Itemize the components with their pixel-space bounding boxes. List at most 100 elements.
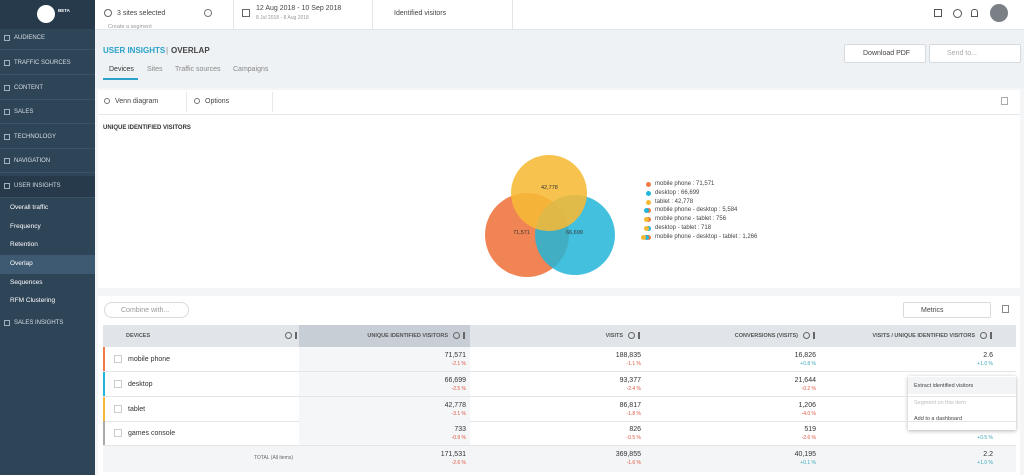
menu-item[interactable]: AUDIENCE — [14, 35, 46, 41]
menu-option[interactable]: Extract identified visitors — [914, 383, 974, 389]
submenu-item[interactable]: Overall traffic — [10, 204, 49, 211]
export-icon[interactable] — [1002, 305, 1009, 313]
download-label: Download PDF — [863, 50, 911, 57]
cell-value: 171,531 — [440, 451, 466, 458]
create-segment[interactable]: Create a segment — [108, 24, 152, 30]
bell-icon[interactable] — [971, 9, 978, 17]
info-icon — [980, 332, 987, 339]
cell-value: 21,644 — [794, 377, 816, 384]
page-title: OVERLAP — [171, 46, 210, 55]
tab[interactable]: Sites — [147, 66, 163, 73]
cell-value: 1,206 — [798, 402, 816, 409]
divider — [233, 0, 234, 29]
table-header-cell[interactable]: CONVERSIONS (VISITS) — [734, 333, 798, 339]
sites-selector[interactable]: 3 sites selected — [117, 10, 166, 17]
kebab-icon — [638, 332, 640, 339]
help-icon[interactable] — [953, 9, 962, 18]
cell-value: 71,571 — [444, 352, 466, 359]
sidebar — [0, 0, 95, 475]
checkbox[interactable] — [114, 355, 122, 363]
table-header-cell[interactable]: UNIQUE IDENTIFIED VISITORS — [367, 333, 448, 339]
title-separator: | — [166, 46, 169, 55]
menu-item[interactable]: TRAFFIC SOURCES — [14, 60, 71, 66]
divider — [372, 0, 373, 29]
menu-item[interactable]: SALES — [14, 109, 34, 115]
cell-value: 93,377 — [619, 377, 641, 384]
cell-change: -0.9 % — [451, 435, 466, 441]
menu-item[interactable]: USER INSIGHTS — [14, 183, 61, 189]
segment-selector[interactable]: Identified visitors — [394, 10, 447, 17]
top-bar — [95, 0, 1024, 30]
kebab-icon — [295, 332, 297, 339]
legend-dot — [646, 199, 651, 205]
table-header-cell[interactable]: VISITS — [605, 333, 623, 339]
apps-icon[interactable] — [934, 9, 942, 17]
menu-item[interactable]: SALES INSIGHTS — [14, 320, 64, 326]
info-icon — [453, 332, 460, 339]
submenu-item[interactable]: Sequences — [10, 279, 43, 286]
legend-dot — [641, 234, 646, 240]
row-label[interactable]: mobile phone — [128, 356, 171, 363]
calendar-icon — [242, 9, 250, 17]
download-button[interactable] — [844, 44, 926, 63]
menu-item[interactable]: NAVIGATION — [14, 158, 51, 164]
cell-value: 733 — [454, 426, 466, 433]
view-selector[interactable]: Venn diagram — [115, 98, 159, 105]
period[interactable]: 12 Aug 2018 - 10 Sep 2018 — [256, 5, 342, 12]
submenu-item[interactable]: RFM Clustering — [10, 297, 56, 304]
cell-change: -1.1 % — [626, 361, 641, 367]
legend-dot — [646, 226, 651, 231]
cell-change: -0.2 % — [801, 386, 816, 392]
options-selector[interactable]: Options — [205, 98, 230, 105]
sorted-column-cell — [299, 347, 470, 371]
cell-value: 16,826 — [794, 352, 816, 359]
checkbox[interactable] — [114, 429, 122, 437]
metrics-button[interactable] — [903, 302, 991, 318]
submenu-item[interactable]: Overlap — [10, 260, 33, 267]
checkbox[interactable] — [114, 405, 122, 413]
row-color — [103, 421, 105, 445]
row-label[interactable]: tablet — [128, 406, 146, 413]
menu-icon — [4, 183, 10, 189]
checkbox[interactable] — [114, 380, 122, 388]
cell-change: -2.6 % — [451, 460, 466, 466]
menu-option: Segment on this item — [914, 400, 966, 406]
menu-item[interactable]: CONTENT — [14, 85, 43, 91]
row-label[interactable]: games console — [128, 430, 176, 437]
total-row — [103, 446, 1016, 472]
cell-change: +0.5 % — [977, 435, 993, 441]
menu-option[interactable]: Add to a dashboard — [914, 416, 963, 422]
divider — [272, 92, 273, 112]
table-header-cell[interactable]: VISITS / UNIQUE IDENTIFIED VISITORS — [872, 333, 975, 339]
gear-icon — [194, 98, 200, 104]
menu-icon — [4, 85, 10, 91]
legend-item: desktop - tablet : 718 — [655, 225, 712, 231]
submenu-item[interactable]: Frequency — [10, 223, 41, 230]
legend-dot — [643, 226, 649, 231]
combine-button[interactable] — [104, 302, 189, 318]
tab[interactable]: Traffic sources — [175, 66, 221, 73]
info-icon — [803, 332, 810, 339]
cell-value: 519 — [804, 426, 816, 433]
tab[interactable]: Devices — [109, 66, 134, 73]
table-header-cell[interactable]: DEVICES — [126, 333, 151, 339]
row-divider — [103, 445, 1016, 446]
cell-value: 42,778 — [444, 402, 466, 409]
tab[interactable]: Campaigns — [233, 66, 269, 73]
legend-dot — [643, 208, 649, 214]
menu-item[interactable]: TECHNOLOGY — [14, 134, 57, 140]
send-button[interactable] — [929, 44, 1021, 63]
row-label[interactable]: desktop — [128, 381, 153, 388]
copy-icon[interactable] — [1001, 97, 1008, 105]
legend-dot — [646, 208, 651, 214]
submenu-item[interactable]: Retention — [10, 241, 38, 248]
row-color — [103, 397, 105, 421]
kebab-icon — [463, 332, 465, 339]
cell-change: -1.8 % — [626, 411, 641, 417]
cell-value: 86,817 — [619, 402, 641, 409]
legend-dot — [646, 234, 651, 240]
avatar[interactable] — [990, 4, 1008, 22]
tablet-circle — [511, 155, 587, 231]
row-color — [103, 347, 105, 371]
sidebar-divider — [0, 148, 95, 149]
